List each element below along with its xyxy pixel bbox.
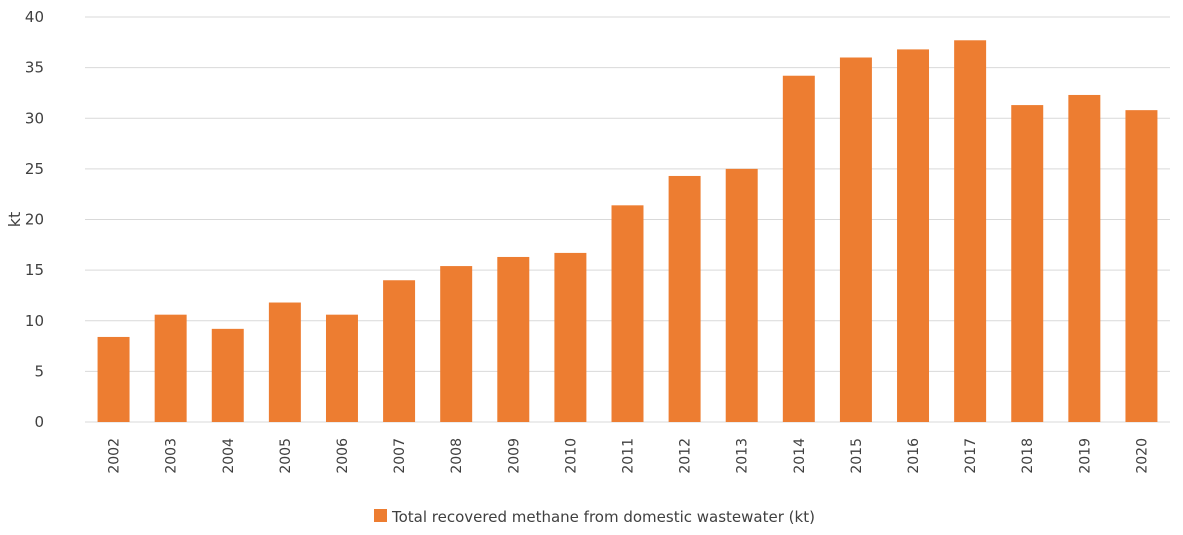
x-tick-label: 2009 — [506, 438, 522, 474]
bar — [497, 256, 530, 422]
bar — [1125, 110, 1158, 423]
x-tick-label: 2013 — [735, 438, 751, 474]
y-tick-label: 0 — [34, 413, 44, 431]
x-tick-label: 2011 — [621, 438, 637, 474]
bar — [154, 314, 187, 422]
bar — [782, 75, 815, 422]
y-tick-label: 5 — [34, 362, 44, 380]
y-tick-label: 40 — [25, 8, 44, 26]
bar — [325, 314, 358, 422]
y-tick-label: 10 — [25, 312, 44, 330]
bar — [725, 168, 758, 422]
legend-swatch — [374, 509, 387, 522]
bar — [897, 49, 930, 423]
y-tick-label: 30 — [25, 109, 44, 127]
x-tick-label: 2005 — [278, 438, 294, 474]
bar — [1011, 105, 1044, 423]
y-tick-label: 20 — [25, 211, 44, 229]
y-tick-label: 35 — [25, 59, 44, 77]
x-tick-label: 2010 — [563, 438, 579, 474]
x-tick-label: 2008 — [449, 438, 465, 474]
x-tick-label: 2014 — [792, 438, 808, 474]
bar — [611, 205, 644, 422]
y-axis-label: kt — [5, 212, 24, 228]
bar — [554, 252, 587, 422]
x-tick-label: 2017 — [963, 438, 979, 474]
bar — [268, 302, 301, 422]
bar — [954, 40, 987, 422]
bar — [839, 57, 872, 422]
bar — [668, 175, 701, 422]
bar — [97, 336, 130, 422]
x-tick-label: 2012 — [678, 438, 694, 474]
bar — [383, 280, 416, 422]
x-tick-label: 2019 — [1077, 438, 1093, 474]
x-tick-label: 2004 — [221, 438, 237, 474]
x-tick-label: 2016 — [906, 438, 922, 474]
bar — [440, 266, 473, 422]
bar — [211, 328, 244, 422]
legend-label: Total recovered methane from domestic wa… — [391, 508, 815, 526]
x-tick-label: 2003 — [164, 438, 180, 474]
x-tick-label: 2015 — [849, 438, 865, 474]
y-tick-label: 15 — [25, 261, 44, 279]
bar — [1068, 94, 1101, 423]
x-tick-label: 2006 — [335, 438, 351, 474]
bars — [97, 40, 1158, 423]
x-tick-label: 2020 — [1134, 438, 1150, 474]
y-tick-label: 25 — [25, 160, 44, 178]
legend: Total recovered methane from domestic wa… — [374, 508, 815, 526]
x-axis-ticks: 2002 2003 2004 2005 2006 2007 2008 2009 2010 2011… — [107, 438, 1151, 474]
y-axis-ticks: 0 5 10 15 20 25 30 35 40 — [25, 8, 44, 431]
x-tick-label: 2007 — [392, 438, 408, 474]
x-tick-label: 2018 — [1020, 438, 1036, 474]
x-tick-label: 2002 — [107, 438, 123, 474]
